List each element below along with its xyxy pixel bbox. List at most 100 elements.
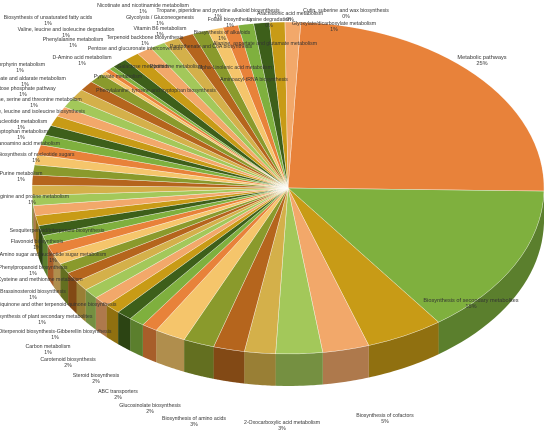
slice-label: Cysteine and methionine metabolism xyxy=(0,277,83,283)
slice-percent-label: 1% xyxy=(32,158,40,164)
slice-label: Biosynthesis of nucleotide sugars xyxy=(0,152,75,158)
slice-percent-label: 1% xyxy=(21,82,29,88)
slice-label: Diterpenoid biosynthesis-Gibberellin bio… xyxy=(0,329,112,335)
slice-label: Biosynthesis of secondary metabolites xyxy=(423,298,518,304)
slice-label: Ubiquinone and other terpenoid-quinone b… xyxy=(0,302,117,308)
slice-percent-label: 1% xyxy=(19,92,27,98)
slice-percent-label: 1% xyxy=(30,103,38,109)
slice-label: Terpenoid backbone biosynthesis xyxy=(107,35,184,41)
slice-percent-label: 2% xyxy=(114,395,122,401)
slice-percent-label: 0% xyxy=(286,17,294,23)
slice-percent-label: 1% xyxy=(17,125,25,131)
pie-side-12 xyxy=(118,312,131,351)
slice-label: Phenylpropanoid biosynthesis xyxy=(0,265,68,271)
slice-percent-label: 1% xyxy=(214,14,222,20)
slice-label: Valine, leucine and isoleucine degradati… xyxy=(18,27,115,33)
slice-label: Phenylalanine metabolism xyxy=(43,37,104,43)
slice-label: Alanine, aspartate and glutamate metabol… xyxy=(213,41,317,47)
pie-side-18 xyxy=(60,264,69,305)
pie-side-24 xyxy=(33,205,36,248)
slice-percent-label: 1% xyxy=(49,258,57,264)
slice-percent-label: 1% xyxy=(330,27,338,33)
slice-label: Pyruvate metabolism xyxy=(94,74,142,80)
slice-percent-label: 1% xyxy=(29,271,37,277)
pie-side-16 xyxy=(76,281,86,322)
pie-side-20 xyxy=(47,245,54,287)
slice-percent-label: 1% xyxy=(69,43,77,49)
pie-slice-54 xyxy=(284,21,302,189)
slice-percent-label: 1% xyxy=(17,177,25,183)
slice-label: Brassinosteroid biosynthesis xyxy=(0,289,66,295)
slice-label: Sesquiterpenoid/triterpenoid biosynthesi… xyxy=(10,228,105,234)
pie-side-2 xyxy=(438,191,544,355)
slice-percent-label: 1% xyxy=(226,23,234,29)
pie-side-11 xyxy=(130,318,143,357)
pie-side-17 xyxy=(68,273,77,314)
slice-label: Carbon metabolism xyxy=(26,344,71,350)
slice-label: Tropane, piperidine and pyridine alkaloi… xyxy=(156,8,280,14)
slice-percent-label: 1% xyxy=(51,335,59,341)
slice-percent-label: 1% xyxy=(141,41,149,47)
slice-label: Biosynthesis of plant secondary metaboli… xyxy=(0,314,93,320)
pie-side-25 xyxy=(32,195,34,238)
slice-label: Biosynthesis of cofactors xyxy=(356,413,414,419)
slice-label: Phenylalanine, tyrosine and tryptophan b… xyxy=(96,88,216,94)
slice-label: Metabolic pathways xyxy=(457,55,506,61)
slice-percent-label: 1% xyxy=(78,61,86,67)
pie-side-19 xyxy=(53,254,61,296)
slice-labels: Nicotinate and nicotinamide metabolism1%… xyxy=(0,3,519,432)
slice-label: alpha-Linolenic acid metabolism xyxy=(198,65,272,71)
slice-label: Steroid biosynthesis xyxy=(73,373,120,379)
slice-label: Flavonoid biosynthesis xyxy=(11,239,64,245)
pie-side-13 xyxy=(106,305,119,345)
slice-percent-label: 1% xyxy=(33,245,41,251)
slice-label: ABC transporters xyxy=(98,389,138,395)
slice-label: Arginine and proline metabolism xyxy=(0,194,69,200)
pie-side-5 xyxy=(275,352,323,386)
slice-label: Valine, leucine and isoleucine biosynthe… xyxy=(0,109,85,115)
slice-label: Porphyrin metabolism xyxy=(0,62,45,68)
slice-label: Pentose and glucuronate interconversion xyxy=(88,46,182,52)
slice-percent-label: 1% xyxy=(29,295,37,301)
slice-label: Tryptophan metabolism xyxy=(0,129,48,135)
slice-percent-label: 1% xyxy=(16,68,24,74)
slice-percent-label: 0% xyxy=(265,23,273,29)
slice-percent-label: 1% xyxy=(44,21,52,27)
pie-side-15 xyxy=(85,289,96,330)
slice-label: D-Amino acid metabolism xyxy=(52,55,111,61)
slice-percent-label: 1% xyxy=(28,200,36,206)
pie-side-9 xyxy=(156,330,185,372)
pie-sides xyxy=(32,185,544,386)
slice-percent-label: 1% xyxy=(156,21,164,27)
pie-side-3 xyxy=(368,322,439,378)
slice-percent-label: 15% xyxy=(465,304,476,310)
slice-percent-label: 1% xyxy=(156,32,164,38)
slice-percent-label: 0% xyxy=(342,14,350,20)
slice-label: Glycine, serine and threonine metabolism xyxy=(0,97,82,103)
pie-side-23 xyxy=(35,215,39,258)
slice-percent-label: 1% xyxy=(44,350,52,356)
slice-label: Arachidonic acid metabolism xyxy=(257,11,323,17)
slice-label: Aminoacyl-tRNA biosynthesis xyxy=(220,77,288,83)
slice-label: Biosynthesis of alkaloids xyxy=(194,30,251,36)
slice-percent-label: 1% xyxy=(139,9,147,15)
slice-label: Cyanoamino acid metabolism xyxy=(0,141,60,147)
slice-label: Pantothenate and CoA biosynthesis xyxy=(170,44,253,50)
slice-label: Glyoxylate/dicarboxylate metabolism xyxy=(292,21,376,27)
slice-label: 2-Oxocarboxylic acid metabolism xyxy=(244,420,320,426)
pie-side-4 xyxy=(322,345,369,385)
pie-slice-2 xyxy=(287,187,545,323)
slice-label: Cutin, suberine and wax biosynthesis xyxy=(303,8,389,14)
slice-label: Amino sugar and nucleotide sugar metabol… xyxy=(0,252,106,258)
pie-side-22 xyxy=(38,225,43,268)
slice-percent-label: 2% xyxy=(64,363,72,369)
slice-percent-label: 1% xyxy=(218,36,226,42)
slice-label: Pyrimidine metabolism xyxy=(150,64,202,70)
pie-side-14 xyxy=(95,297,107,338)
pie-side-21 xyxy=(42,235,48,278)
slice-percent-label: 1% xyxy=(38,320,46,326)
slice-label: Pentose phosphate pathway xyxy=(0,86,56,92)
slice-label: Carotenoid biosynthesis xyxy=(40,357,96,363)
slice-percent-label: 25% xyxy=(476,61,487,67)
